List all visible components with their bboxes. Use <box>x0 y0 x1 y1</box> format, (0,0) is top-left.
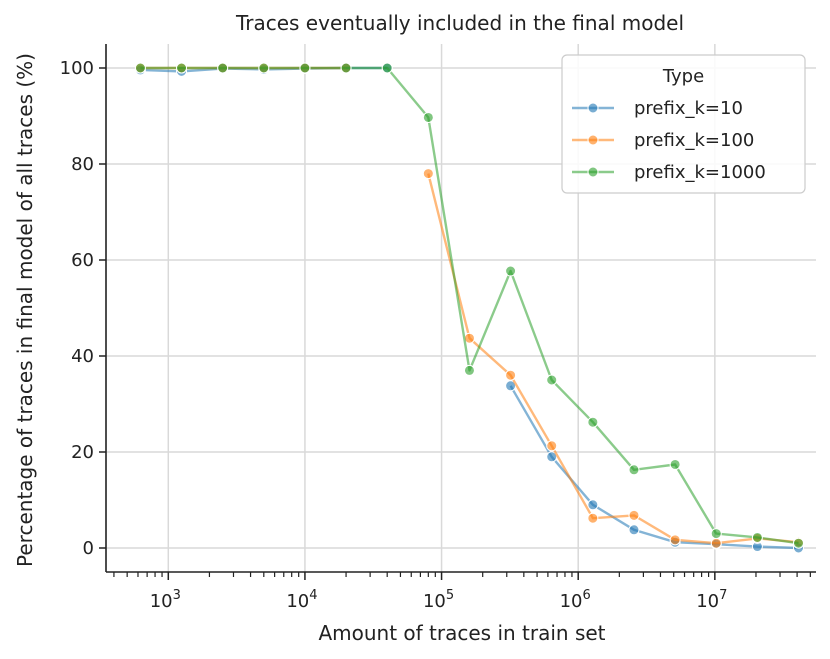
data-point <box>628 524 640 536</box>
data-point <box>176 62 188 74</box>
data-point <box>587 499 599 511</box>
data-point <box>463 364 475 376</box>
data-point <box>546 440 558 452</box>
data-point <box>422 168 434 180</box>
y-tick-label: 100 <box>60 58 94 79</box>
data-point <box>628 464 640 476</box>
legend-entry-label: prefix_k=1000 <box>634 162 766 183</box>
data-point <box>751 531 763 543</box>
x-tick-label: 103 <box>150 588 181 612</box>
data-point <box>669 534 681 546</box>
y-tick-label: 60 <box>71 250 94 271</box>
y-tick-label: 0 <box>83 538 94 559</box>
data-point <box>505 369 517 381</box>
y-axis-label: Percentage of traces in final model of a… <box>13 53 37 567</box>
x-axis-label: Amount of traces in train set <box>318 621 605 645</box>
data-point <box>505 265 517 277</box>
legend-swatch-marker <box>587 102 599 114</box>
data-point <box>258 62 270 74</box>
y-tick-label: 80 <box>71 154 94 175</box>
legend-entry-label: prefix_k=10 <box>634 98 743 119</box>
data-point <box>628 509 640 521</box>
x-tick-label: 107 <box>696 588 727 612</box>
data-point <box>710 537 722 549</box>
data-point <box>422 111 434 123</box>
data-point <box>340 62 352 74</box>
data-point <box>546 374 558 386</box>
y-axis-ticks: 0 20 40 60 80 100 <box>60 58 106 559</box>
plot-area <box>134 62 805 554</box>
chart-title: Traces eventually included in the final … <box>235 11 684 35</box>
series-line <box>427 173 799 545</box>
legend-box <box>561 54 806 194</box>
legend-entry-label: prefix_k=100 <box>634 130 754 151</box>
data-point <box>134 62 146 74</box>
axes <box>105 44 816 573</box>
x-tick-label: 104 <box>286 588 317 612</box>
y-tick-label: 20 <box>71 442 94 463</box>
data-point <box>299 62 311 74</box>
data-point <box>669 458 681 470</box>
data-point <box>217 62 229 74</box>
legend: Type prefix_k=10 prefix_k=100 prefix_k=1000 <box>561 54 806 194</box>
legend-title: Type <box>662 66 704 87</box>
series-line <box>509 385 799 550</box>
data-point <box>710 528 722 540</box>
y-tick-label: 40 <box>71 346 94 367</box>
x-axis-ticks: 103 104 105 106 107 <box>113 572 811 612</box>
data-point <box>793 537 805 549</box>
legend-swatch-marker <box>587 166 599 178</box>
data-point <box>381 62 393 74</box>
data-point <box>587 416 599 428</box>
data-point <box>587 512 599 524</box>
legend-swatch-marker <box>587 134 599 146</box>
x-tick-label: 106 <box>560 588 591 612</box>
x-tick-label: 105 <box>423 588 454 612</box>
